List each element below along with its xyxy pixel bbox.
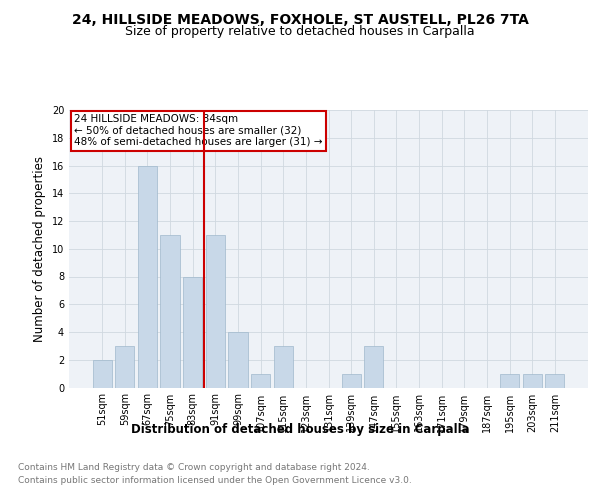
Text: Distribution of detached houses by size in Carpalla: Distribution of detached houses by size … — [131, 422, 469, 436]
Bar — [545, 374, 565, 388]
Text: 24 HILLSIDE MEADOWS: 84sqm
← 50% of detached houses are smaller (32)
48% of semi: 24 HILLSIDE MEADOWS: 84sqm ← 50% of deta… — [74, 114, 323, 148]
Text: Contains HM Land Registry data © Crown copyright and database right 2024.: Contains HM Land Registry data © Crown c… — [18, 462, 370, 471]
Bar — [138, 166, 157, 388]
Bar — [274, 346, 293, 388]
Bar — [206, 235, 225, 388]
Bar — [341, 374, 361, 388]
Bar — [160, 235, 180, 388]
Bar — [92, 360, 112, 388]
Text: Size of property relative to detached houses in Carpalla: Size of property relative to detached ho… — [125, 25, 475, 38]
Text: Contains public sector information licensed under the Open Government Licence v3: Contains public sector information licen… — [18, 476, 412, 485]
Bar — [251, 374, 270, 388]
Bar — [500, 374, 519, 388]
Text: 24, HILLSIDE MEADOWS, FOXHOLE, ST AUSTELL, PL26 7TA: 24, HILLSIDE MEADOWS, FOXHOLE, ST AUSTEL… — [71, 12, 529, 26]
Bar — [183, 276, 202, 388]
Bar — [229, 332, 248, 388]
Bar — [523, 374, 542, 388]
Y-axis label: Number of detached properties: Number of detached properties — [33, 156, 46, 342]
Bar — [115, 346, 134, 388]
Bar — [364, 346, 383, 388]
